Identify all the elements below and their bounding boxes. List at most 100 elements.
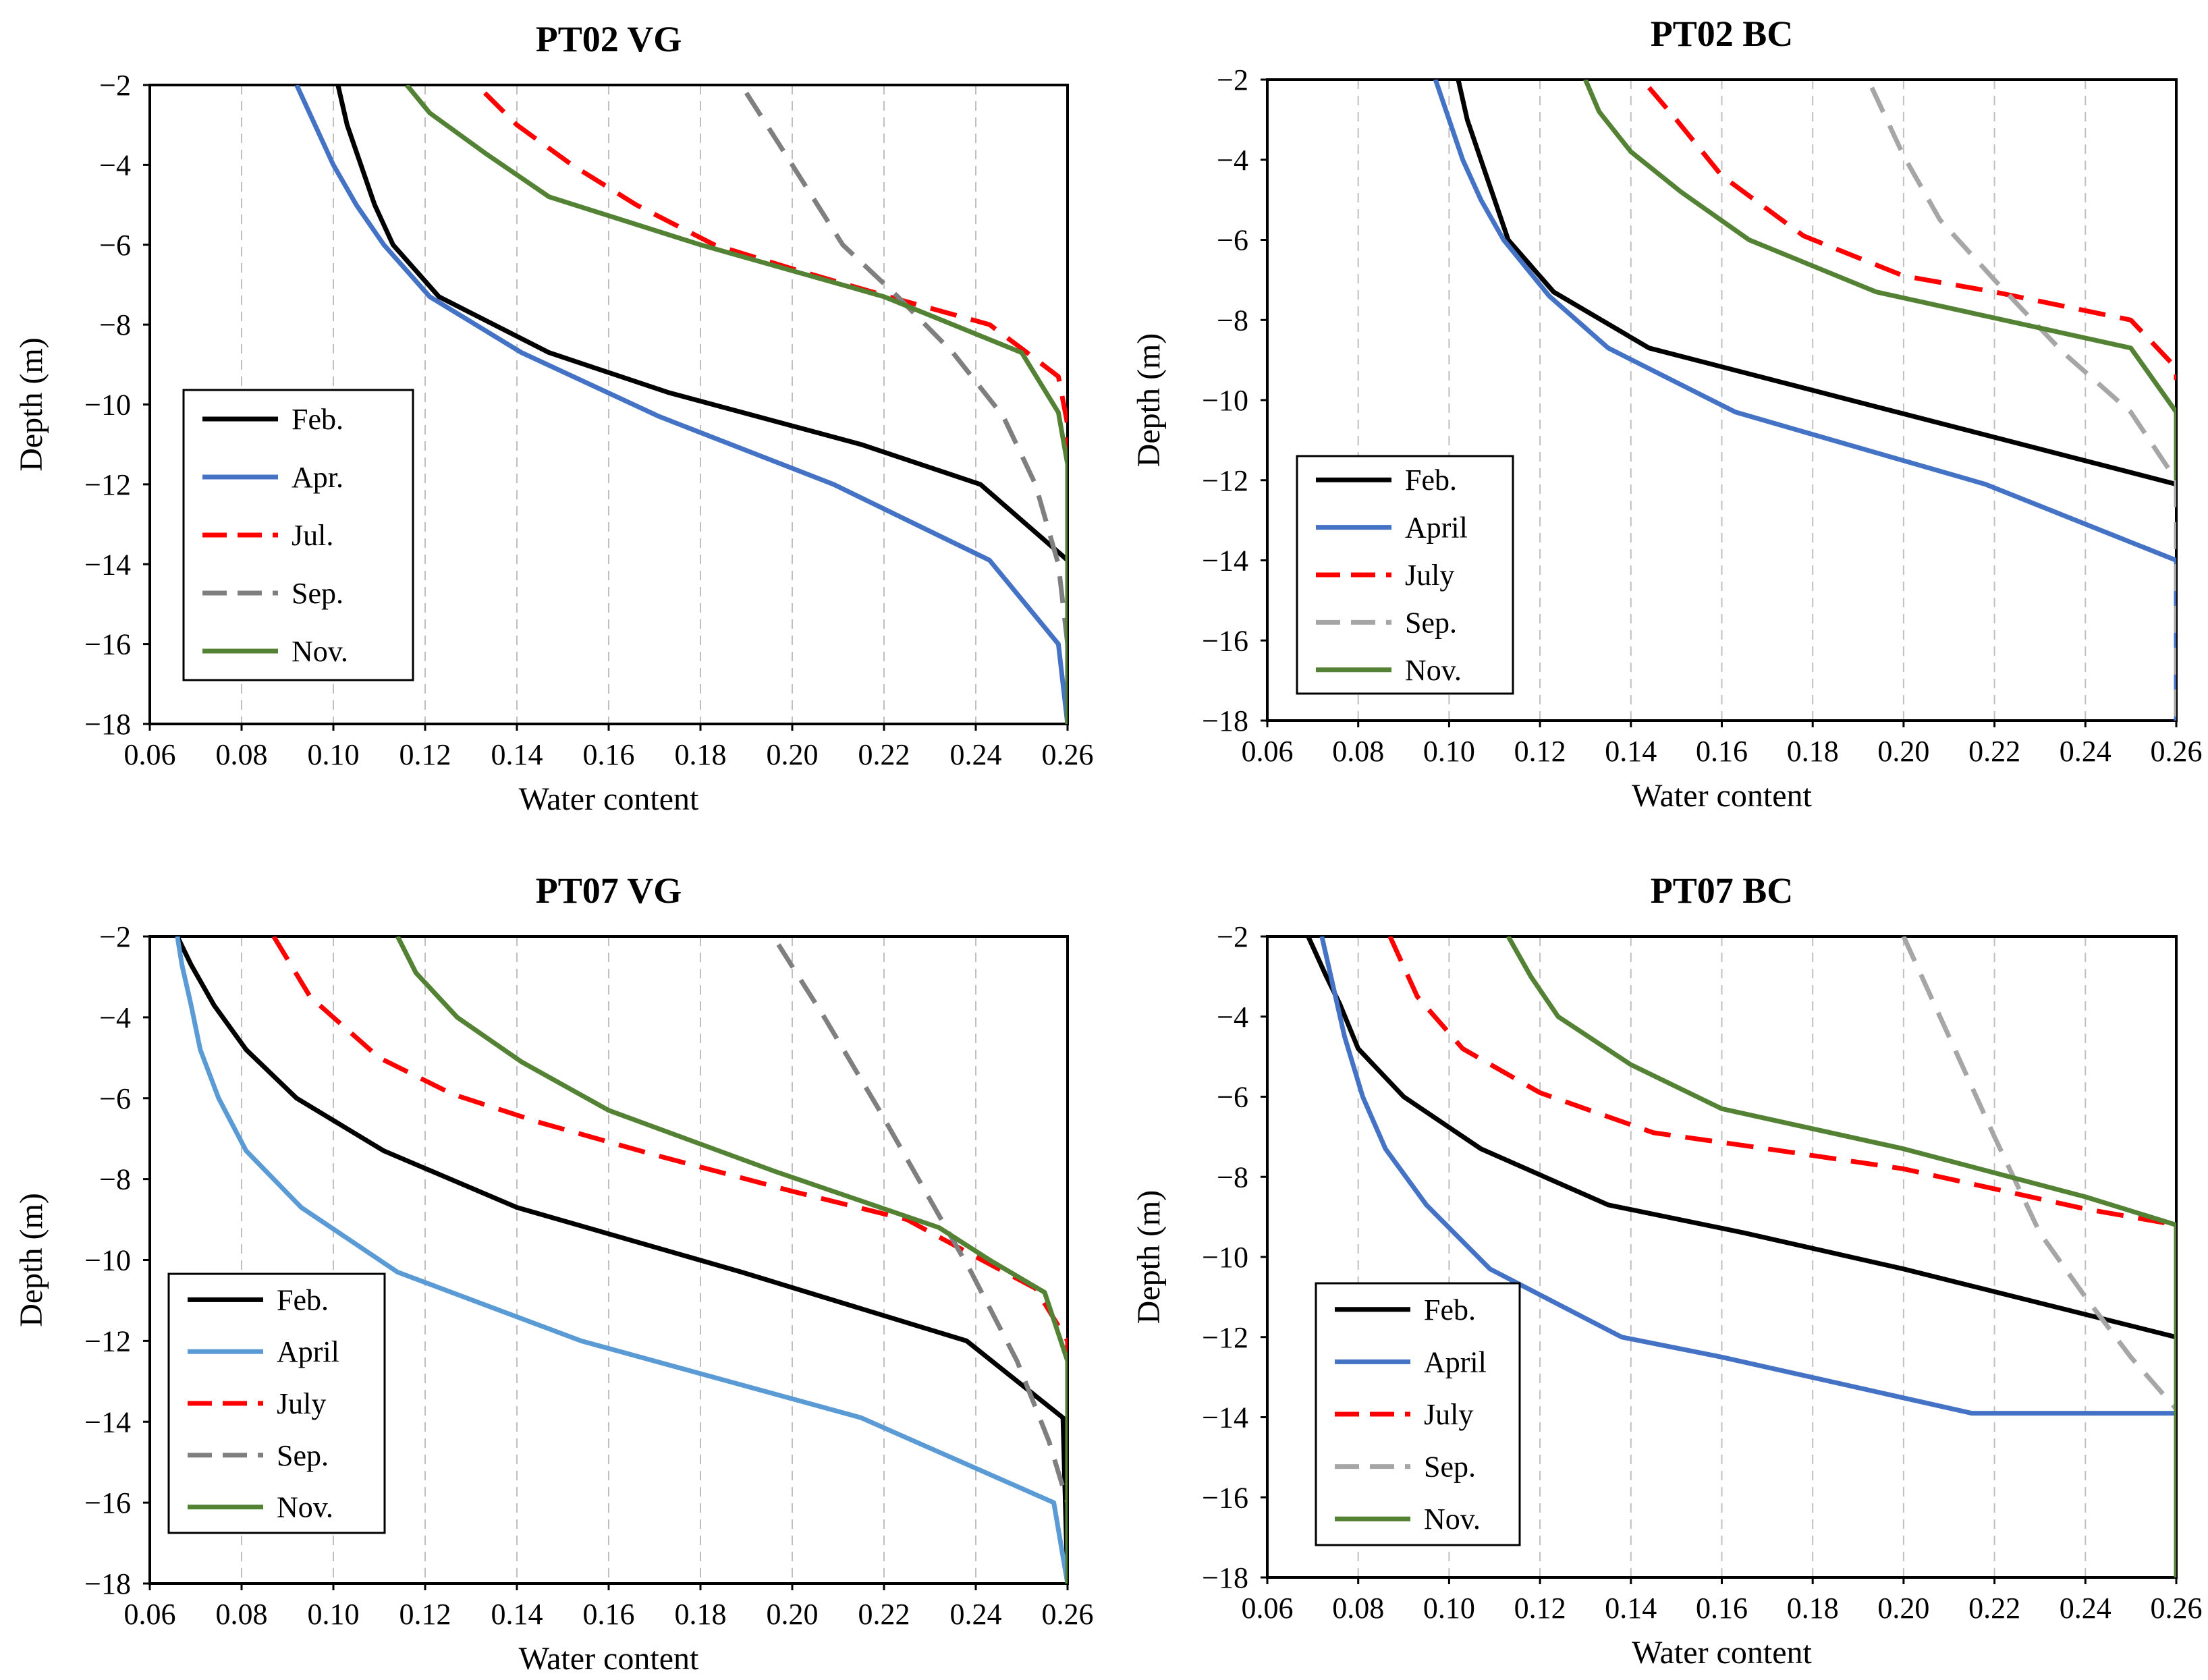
y-tick-label: −10 <box>1202 1241 1248 1274</box>
series-line <box>1433 80 2176 721</box>
x-tick-label: 0.18 <box>1787 735 1839 768</box>
series-line <box>271 936 1068 1584</box>
x-axis-label: Water content <box>1632 778 1812 814</box>
series-line <box>405 85 1068 724</box>
y-tick-label: −16 <box>84 628 131 661</box>
y-tick-label: −2 <box>1217 63 1248 96</box>
x-tick-label: 0.14 <box>1605 1592 1657 1625</box>
y-tick-label: −6 <box>1217 1081 1248 1114</box>
x-tick-label: 0.12 <box>399 738 451 771</box>
series-line <box>175 936 1068 1584</box>
x-tick-label: 0.18 <box>675 1598 727 1631</box>
series-line <box>395 936 1068 1584</box>
legend-label: Nov. <box>1424 1503 1481 1536</box>
y-tick-label: −6 <box>99 1082 131 1115</box>
y-tick-label: −8 <box>99 1163 131 1196</box>
x-axis-label: Water content <box>519 781 699 817</box>
x-tick-label: 0.16 <box>1696 1592 1748 1625</box>
legend-label: Sep. <box>292 577 343 610</box>
y-tick-label: −18 <box>84 708 131 741</box>
legend-label: Jul. <box>292 519 333 552</box>
x-tick-label: 0.08 <box>1332 735 1384 768</box>
y-tick-label: −4 <box>1217 1001 1248 1034</box>
legend: Feb. April July Sep. Nov. <box>1315 1282 1521 1546</box>
x-tick-label: 0.12 <box>1514 1592 1566 1625</box>
legend-label: Feb. <box>292 403 343 436</box>
legend-label: Feb. <box>1424 1293 1476 1326</box>
y-tick-label: −8 <box>99 308 131 341</box>
x-tick-label: 0.16 <box>1696 735 1748 768</box>
x-tick-label: 0.18 <box>675 738 727 771</box>
y-tick-label: −2 <box>99 69 131 102</box>
legend: Feb. April July Sep. Nov. <box>167 1272 386 1534</box>
x-tick-label: 0.12 <box>1514 735 1566 768</box>
y-tick-label: −4 <box>1217 144 1248 177</box>
y-tick-label: −10 <box>1202 384 1248 417</box>
series-line <box>1869 86 2176 721</box>
series-group <box>294 85 1068 724</box>
legend-label: Feb. <box>1405 464 1457 497</box>
x-tick-label: 0.26 <box>2151 735 2203 768</box>
series-line <box>776 943 1068 1584</box>
x-tick-label: 0.26 <box>1042 738 1094 771</box>
x-tick-label: 0.06 <box>1242 1592 1294 1625</box>
x-tick-label: 0.20 <box>767 738 819 771</box>
x-tick-label: 0.16 <box>583 738 635 771</box>
series-line <box>1387 936 2176 1237</box>
x-tick-label: 0.14 <box>491 1598 543 1631</box>
x-axis-label: Water content <box>519 1641 699 1677</box>
x-tick-label: 0.20 <box>1877 1592 1929 1625</box>
x-tick-label: 0.10 <box>308 1598 360 1631</box>
y-tick-label: −16 <box>1202 1481 1248 1514</box>
y-tick-label: −6 <box>1217 224 1248 257</box>
x-tick-label: 0.22 <box>1968 735 2020 768</box>
legend-label: April <box>277 1335 339 1368</box>
legend-label: Nov. <box>292 635 348 668</box>
y-tick-label: −18 <box>1202 704 1248 737</box>
chart-panel: PT07 VG 0.06 0.08 0.10 0.12 0.14 0.16 0.18 0.20 0… <box>13 870 1094 1677</box>
series-line <box>335 85 1068 724</box>
chart-title: PT07 VG <box>536 870 682 911</box>
x-tick-label: 0.10 <box>1423 1592 1475 1625</box>
y-tick-label: −16 <box>1202 624 1248 657</box>
y-axis-label: Depth (m) <box>1131 1190 1167 1324</box>
legend-label: April <box>1424 1345 1487 1378</box>
x-tick-label: 0.26 <box>1042 1598 1094 1631</box>
x-tick-label: 0.08 <box>216 1598 268 1631</box>
series-line <box>1456 80 2176 487</box>
legend-label: July <box>277 1387 326 1420</box>
y-tick-label: −16 <box>84 1486 131 1519</box>
y-tick-label: −4 <box>99 148 131 181</box>
y-axis-label: Depth (m) <box>1131 333 1167 468</box>
y-tick-label: −12 <box>84 468 131 501</box>
y-tick-label: −4 <box>99 1001 131 1034</box>
legend-label: Apr. <box>292 461 343 494</box>
y-tick-label: −8 <box>1217 1160 1248 1194</box>
series-line <box>482 91 1068 484</box>
series-line <box>744 91 1068 724</box>
x-axis-label: Water content <box>1632 1635 1812 1671</box>
legend-label: Nov. <box>1405 654 1462 687</box>
series-group <box>1433 80 2176 721</box>
x-tick-label: 0.22 <box>858 1598 910 1631</box>
x-tick-label: 0.06 <box>124 1598 176 1631</box>
x-tick-label: 0.18 <box>1787 1592 1839 1625</box>
series-line <box>294 85 1068 724</box>
y-tick-label: −14 <box>84 548 131 581</box>
y-tick-label: −12 <box>1202 1321 1248 1354</box>
x-tick-label: 0.08 <box>216 738 268 771</box>
legend-label: July <box>1405 559 1454 592</box>
legend-label: April <box>1405 511 1468 544</box>
x-tick-label: 0.20 <box>767 1598 819 1631</box>
y-tick-label: −14 <box>1202 544 1248 578</box>
x-tick-label: 0.24 <box>950 1598 1002 1631</box>
x-tick-label: 0.08 <box>1332 1592 1384 1625</box>
x-tick-label: 0.14 <box>1605 735 1657 768</box>
x-tick-label: 0.22 <box>1968 1592 2020 1625</box>
chart-title: PT02 BC <box>1651 13 1794 54</box>
series-group <box>1306 936 2176 1577</box>
series-line <box>1319 936 2176 1577</box>
y-tick-label: −18 <box>84 1567 131 1600</box>
x-tick-label: 0.22 <box>858 738 910 771</box>
